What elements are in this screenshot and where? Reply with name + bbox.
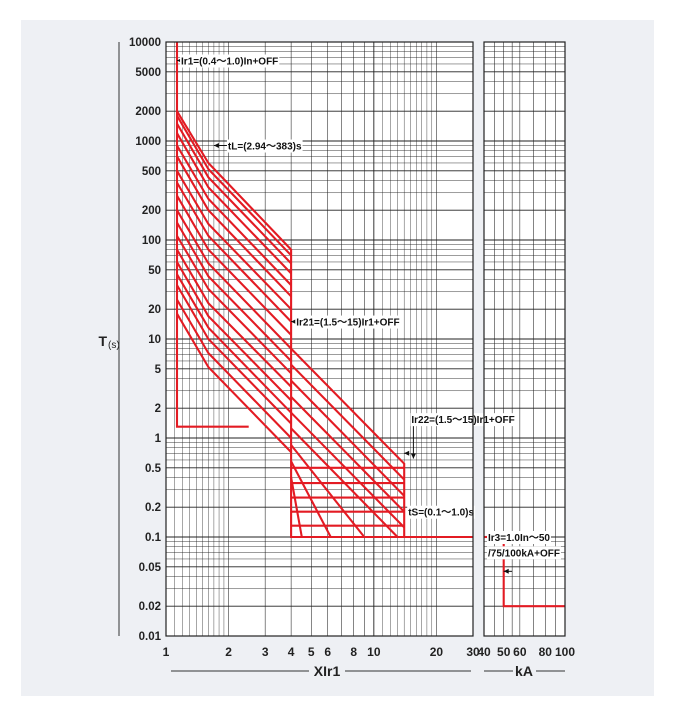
curve-14 [176,261,292,402]
chart-panel: 10000 5000 2000 1000 500 200 100 50 20 10 5 2 1 0.5 0.… [21,20,654,696]
curve-9 [176,195,292,336]
y-tick-label: 2000 [135,106,161,118]
curve-10 [176,209,292,350]
y-tick-label: 1 [155,433,162,445]
x-tick-label: 20 [430,645,444,659]
curve-15 [176,273,292,414]
annotation-bg-0 [180,54,280,68]
curve-7 [176,170,292,310]
annotation-0: Ir1=(0.4～1.0)In+OFF [181,57,278,68]
x-tick-label: 30 [466,645,480,659]
curve-27 [290,477,303,538]
x-tick-label-right: 60 [513,645,527,659]
curve-21 [290,379,405,497]
x-tick-label: 8 [350,645,357,659]
annotation-2: Ir21=(1.5～15)Ir1+OFF [296,318,399,329]
pointer-arrow-2 [291,319,297,325]
curve-8 [176,182,292,323]
pointer-arrow-4 [404,450,410,456]
curve-25 [290,444,366,538]
x-tick-label: 4 [288,645,295,659]
y-tick-label: 10 [148,334,161,346]
x-tick-label-right: 40 [477,645,491,659]
curve-4 [176,132,292,275]
curve-12 [176,235,292,375]
curve-6 [176,155,292,298]
y-tick-label: 0.5 [145,463,162,475]
annotation-bg-1 [226,139,303,153]
y-axis-unit: (s) [108,340,120,351]
x-tick-label-right: 50 [497,645,511,659]
y-tick-label: 0.01 [139,631,162,643]
annotation-bg-3 [410,413,516,427]
y-tick-label: 5000 [135,67,161,79]
y-tick-label: 0.05 [139,562,162,574]
y-tick-label: 0.1 [145,532,162,544]
annotation-bg-2 [295,315,401,329]
annotation-5: Ir3=1.0In～50 [488,533,550,544]
x-tick-label: 3 [262,645,269,659]
x-tick-label: 6 [324,645,331,659]
curve-0 [175,42,249,428]
x-axis-label: XIr1 [314,663,341,679]
annotation-bg-6 [487,546,561,560]
curves [175,42,565,608]
curve-18 [176,313,292,453]
curve-2 [176,115,292,257]
y-tick-label: 0.02 [139,601,161,613]
frame-left [165,41,474,637]
frame [165,41,566,637]
pointer-arrow-1 [213,143,219,148]
annotation-6: /75/100kA+OFF [488,548,560,559]
annotation-bg-5 [487,531,551,544]
curve-5 [176,144,292,286]
y-tick-label: 500 [142,166,161,178]
annotation-4: tS=(0.1～1.0)s [408,508,474,519]
y-tick-label: 50 [148,265,161,277]
y-axis-label: T [98,333,107,349]
x-tick-label: 2 [225,645,232,659]
curve-17 [176,299,292,439]
annotation-3: Ir22=(1.5～15)Ir1+OFF [411,415,514,426]
x-axis-label-right: kA [515,663,533,679]
labels: 10000 5000 2000 1000 500 200 100 50 20 10 5 2 1 0.5 0.… [129,37,575,659]
y-tick-label: 5 [155,364,162,376]
curve-33 [502,537,565,608]
curve-26 [290,460,332,538]
chart-svg: 10000 5000 2000 1000 500 200 100 50 20 10 5 2 1 0.5 0.… [98,37,575,679]
x-tick-label: 1 [163,645,170,659]
x-tick-label: 10 [367,645,381,659]
frame-right [483,41,566,637]
curve-22 [290,396,405,513]
curve-23 [290,411,405,529]
y-tick-label: 2 [155,403,161,415]
annotation-1: tL=(2.94～383)s [228,142,302,153]
y-tick-label: 200 [142,205,161,217]
curve-1 [176,110,473,539]
y-tick-label: 1000 [135,136,161,148]
y-tick-label: 0.2 [145,502,161,514]
y-tick-label: 10000 [129,37,161,49]
x-tick-label-right: 80 [539,645,553,659]
curve-11 [176,222,292,362]
annotation-bg-4 [407,505,476,519]
x-tick-label-right: 100 [555,645,575,659]
curve-20 [290,363,405,481]
pointer-arrow-5 [503,568,509,574]
curve-16 [176,284,292,425]
curve-3 [176,123,292,265]
pointer-arrow-3 [410,453,416,459]
y-tick-label: 20 [148,304,161,316]
x-tick-label: 5 [308,645,315,659]
curve-13 [176,249,292,388]
y-tick-label: 100 [142,235,161,247]
